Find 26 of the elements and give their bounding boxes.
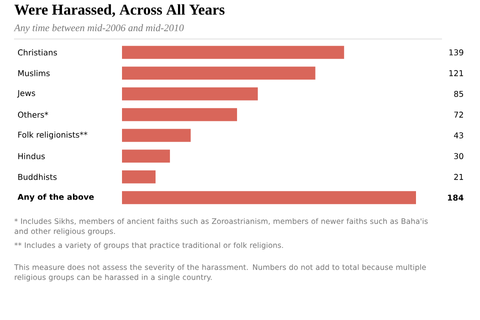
chart-subtitle: Any time between mid-2006 and mid-2010 bbox=[14, 24, 184, 34]
data-label: 43 bbox=[454, 132, 464, 138]
data-label: 121 bbox=[449, 70, 464, 76]
bar bbox=[122, 87, 258, 100]
data-label: 139 bbox=[449, 49, 464, 56]
data-label: 72 bbox=[454, 112, 463, 118]
chart-title: Were Harassed, Across All Years bbox=[14, 4, 225, 17]
bar bbox=[122, 66, 316, 80]
y-tick-label: Christians bbox=[18, 49, 57, 56]
y-tick-label: Any of the above bbox=[18, 194, 94, 202]
bar bbox=[122, 170, 156, 184]
y-tick-label: Others* bbox=[18, 112, 48, 118]
data-label: 30 bbox=[454, 153, 464, 160]
bar bbox=[122, 150, 170, 163]
y-tick-label: Hindus bbox=[18, 153, 45, 160]
y-tick-label: Jews bbox=[17, 90, 36, 98]
data-label: 184 bbox=[448, 194, 464, 201]
y-tick-label: Buddhists bbox=[18, 174, 57, 180]
bar bbox=[122, 128, 191, 142]
data-label: 85 bbox=[454, 90, 464, 97]
bar bbox=[122, 191, 416, 204]
y-tick-label: Muslims bbox=[18, 70, 50, 76]
bar bbox=[122, 46, 344, 59]
data-label: 21 bbox=[454, 174, 464, 180]
bar bbox=[122, 108, 238, 122]
y-tick-label: Folk religionists** bbox=[18, 132, 88, 140]
